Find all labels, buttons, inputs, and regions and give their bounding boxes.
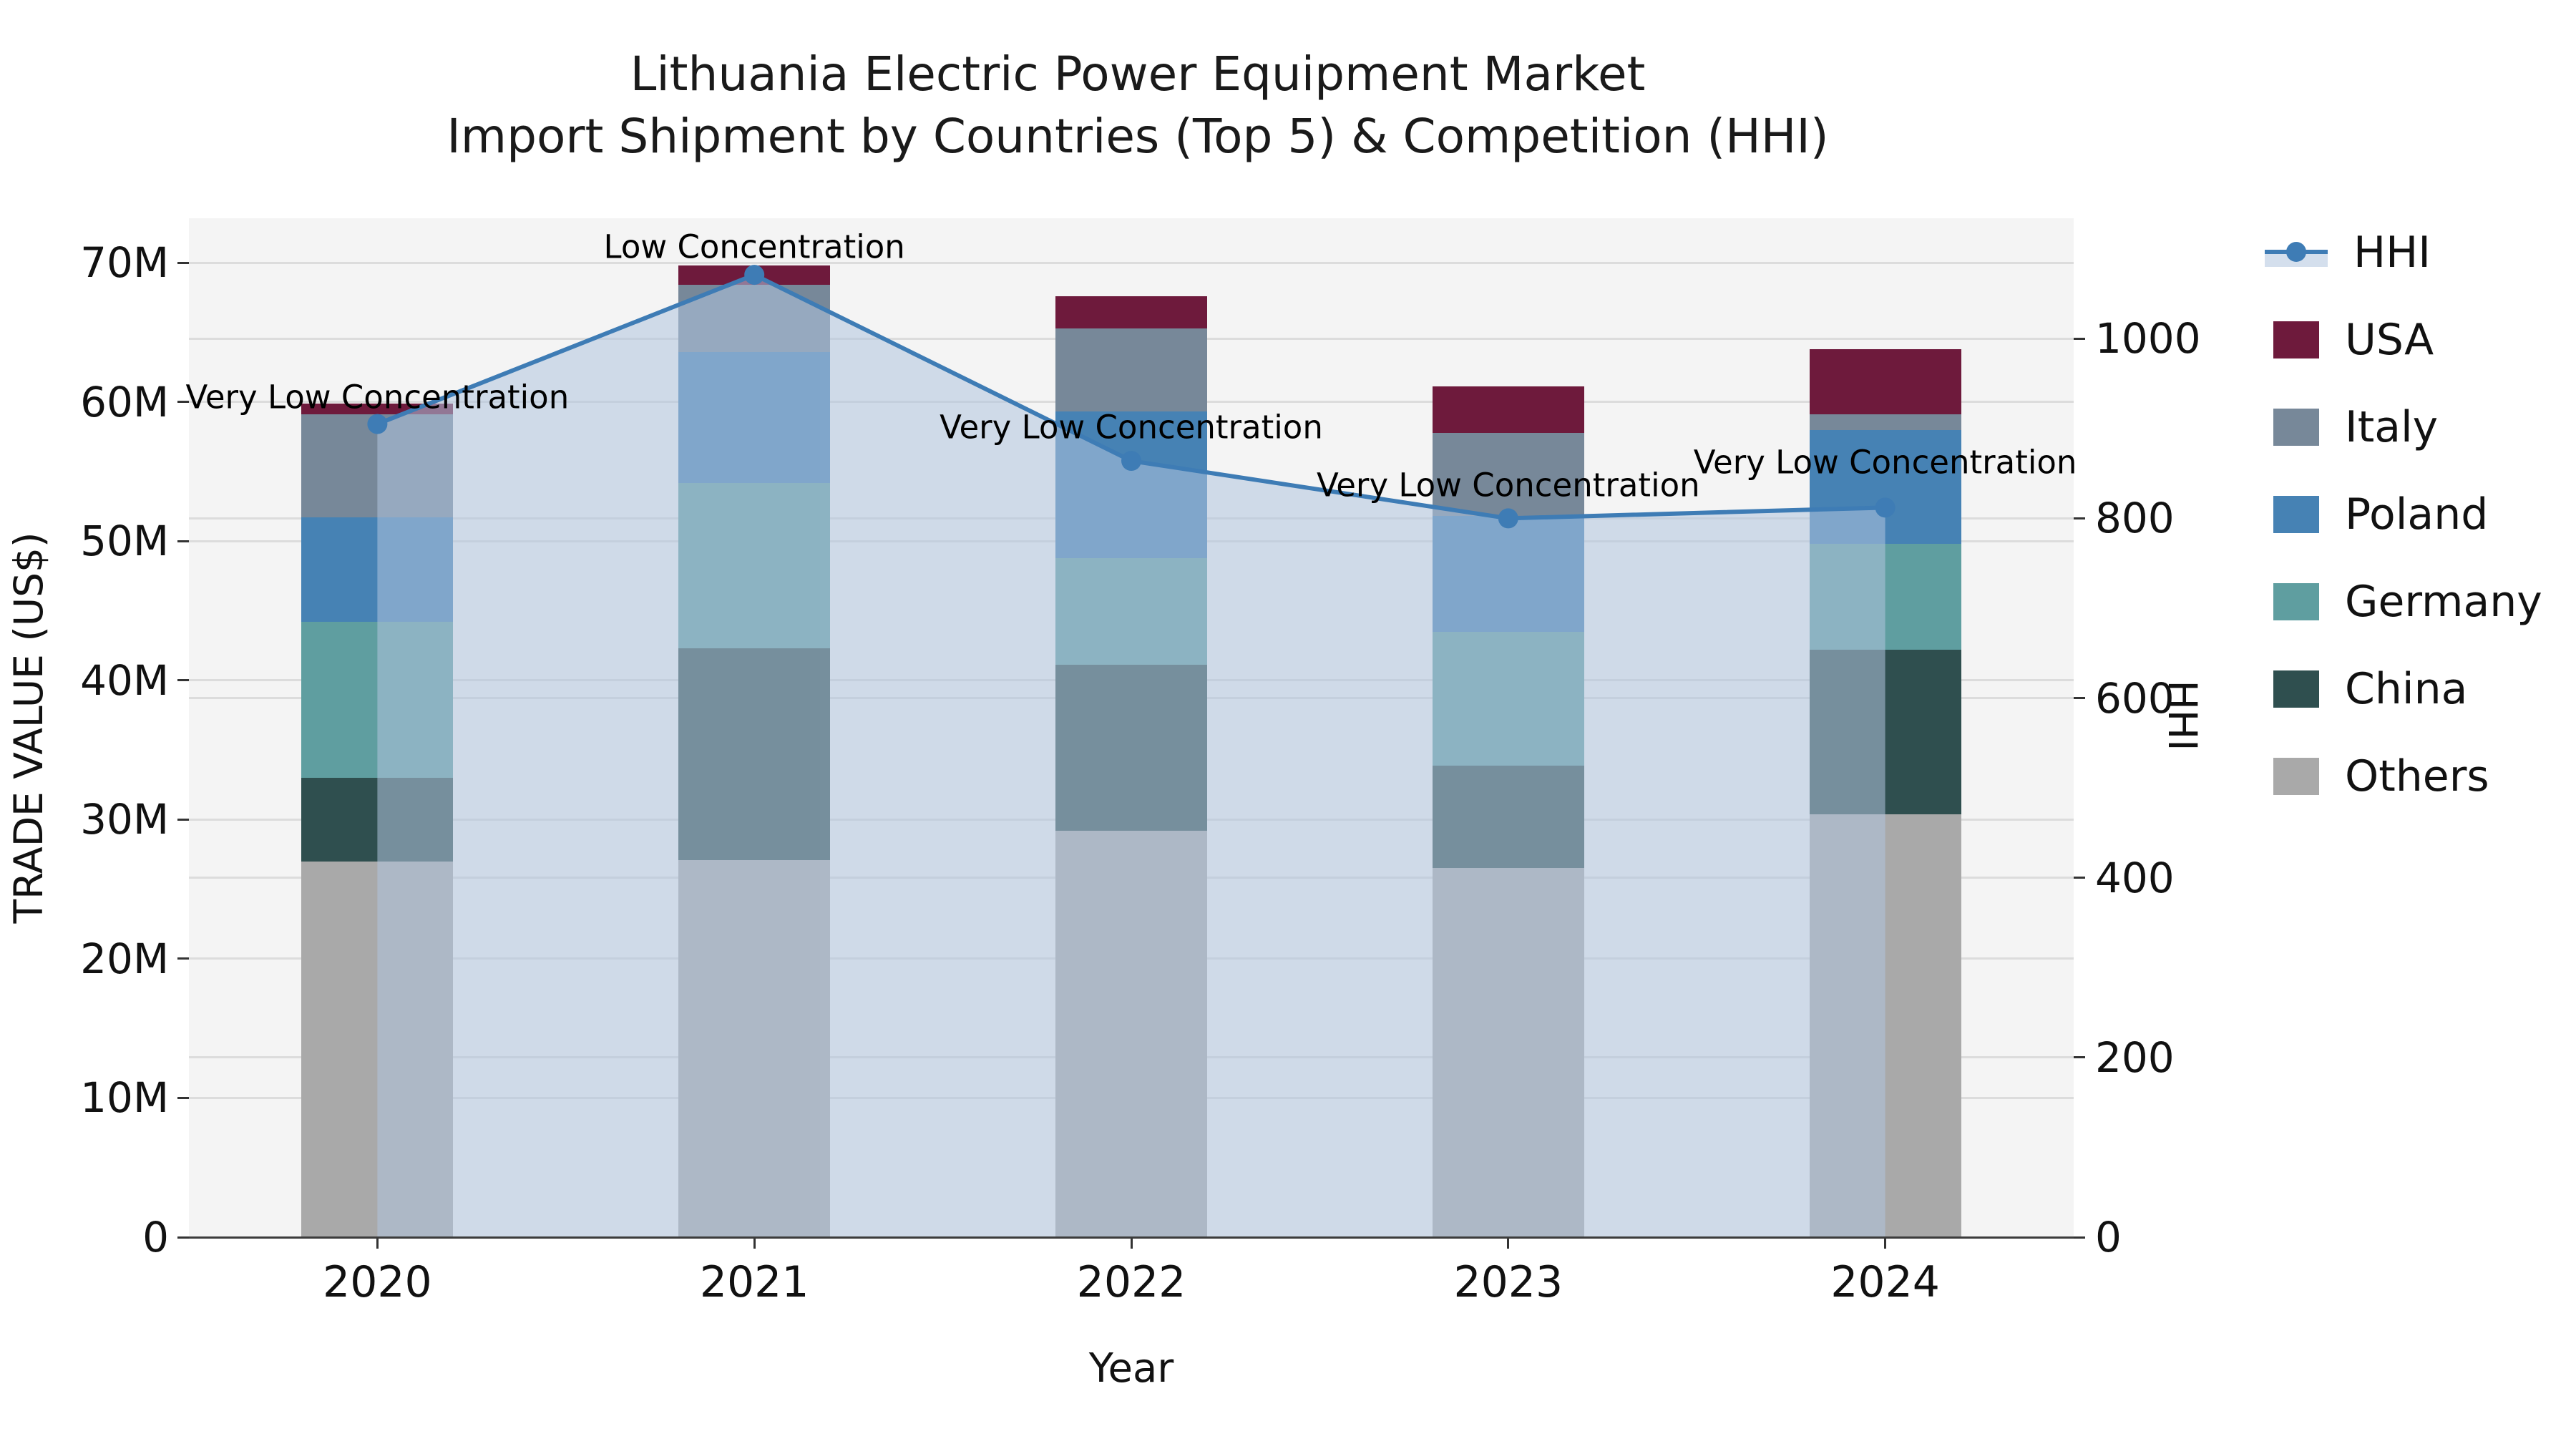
legend-item-Italy: Italy: [2265, 402, 2542, 452]
y-tick-label-right-0: 0: [2095, 1213, 2122, 1262]
legend-swatch-icon: [2273, 670, 2319, 708]
x-tick-label-2023: 2023: [1453, 1257, 1563, 1307]
y-tick-right-600: [2074, 697, 2085, 700]
hhi-marker-2023: [1498, 508, 1518, 529]
y-tick-label-left-10M: 10M: [80, 1073, 169, 1123]
legend-swatch-icon: [2273, 409, 2319, 446]
legend-item-Germany: Germany: [2265, 577, 2542, 627]
y-tick-label-right-600: 600: [2095, 673, 2175, 723]
y-axis-title-left: TRADE VALUE (US$): [6, 532, 52, 924]
y-tick-label-left-20M: 20M: [80, 934, 169, 983]
y-tick-left-10M: [177, 1096, 189, 1099]
hhi-line-layer: [367, 265, 1896, 1237]
x-tick-2020: [376, 1237, 379, 1249]
y-tick-left-50M: [177, 540, 189, 542]
annotation-2024: Very Low Concentration: [1693, 443, 2077, 482]
legend-label: Italy: [2345, 402, 2439, 452]
y-tick-label-right-1000: 1000: [2095, 314, 2201, 364]
y-tick-left-70M: [177, 261, 189, 264]
annotation-2020: Very Low Concentration: [185, 378, 570, 416]
legend-label: Poland: [2345, 489, 2489, 540]
hhi-area-fill: [377, 275, 1885, 1237]
annotation-2021: Low Concentration: [603, 228, 905, 266]
y-tick-label-right-400: 400: [2095, 853, 2175, 902]
legend-label: Germany: [2345, 577, 2542, 627]
chart-title: Lithuania Electric Power Equipment Marke…: [0, 43, 2275, 167]
x-tick-label-2024: 2024: [1830, 1257, 1940, 1307]
x-tick-label-2021: 2021: [699, 1257, 809, 1307]
bar-segment-2023-Italy: [1432, 432, 1584, 517]
bar-segment-2022-USA: [1055, 296, 1207, 328]
x-tick-label-2020: 2020: [323, 1257, 432, 1307]
y-tick-label-left-0: 0: [142, 1213, 169, 1262]
hhi-marker-2021: [744, 265, 765, 286]
legend-item-Others: Others: [2265, 751, 2542, 801]
y-tick-label-left-60M: 60M: [80, 377, 169, 426]
legend-swatch-icon: [2273, 758, 2319, 795]
legend-item-China: China: [2265, 664, 2542, 714]
y-tick-left-40M: [177, 679, 189, 682]
x-tick-label-2022: 2022: [1076, 1257, 1186, 1307]
legend-item-HHI: HHI: [2265, 228, 2542, 278]
y-tick-left-30M: [177, 818, 189, 821]
legend-swatch-icon: [2273, 496, 2319, 533]
hhi-marker-2022: [1121, 451, 1141, 472]
legend-label: HHI: [2353, 228, 2431, 278]
legend-swatch-icon: [2273, 583, 2319, 620]
y-tick-label-left-70M: 70M: [80, 238, 169, 288]
x-tick-2024: [1884, 1237, 1887, 1249]
y-tick-label-left-30M: 30M: [80, 795, 169, 844]
y-tick-right-0: [2074, 1236, 2085, 1239]
legend-label: Others: [2345, 751, 2489, 801]
legend-item-Poland: Poland: [2265, 489, 2542, 540]
y-tick-label-right-800: 800: [2095, 494, 2175, 543]
legend-label: USA: [2345, 315, 2434, 365]
bar-segment-2024-USA: [1809, 348, 1961, 415]
annotation-2023: Very Low Concentration: [1316, 466, 1700, 504]
legend-label: China: [2345, 664, 2468, 714]
y-tick-left-20M: [177, 957, 189, 960]
y-tick-right-800: [2074, 517, 2085, 519]
y-tick-left-0: [177, 1236, 189, 1239]
annotation-2022: Very Low Concentration: [940, 408, 1323, 447]
x-axis-title: Year: [1088, 1345, 1174, 1392]
bar-segment-2022-Italy: [1055, 328, 1207, 412]
legend-item-USA: USA: [2265, 315, 2542, 365]
grid-line-left-70M: [189, 261, 2074, 264]
x-tick-2022: [1130, 1237, 1133, 1249]
y-tick-left-60M: [177, 401, 189, 404]
y-tick-label-right-200: 200: [2095, 1033, 2175, 1082]
legend: HHI USA Italy Poland Germany China Others: [2265, 228, 2542, 801]
legend-swatch-icon: [2273, 321, 2319, 358]
y-tick-right-200: [2074, 1056, 2085, 1059]
hhi-line-swatch-icon: [2265, 237, 2328, 268]
hhi-marker-2020: [367, 414, 388, 434]
bar-segment-2024-Italy: [1809, 414, 1961, 430]
y-tick-right-400: [2074, 877, 2085, 879]
chart-title-line1: Lithuania Electric Power Equipment Marke…: [630, 47, 1646, 102]
x-axis-spine: [189, 1236, 2074, 1239]
bar-segment-2023-USA: [1432, 386, 1584, 433]
y-tick-right-1000: [2074, 337, 2085, 340]
hhi-marker-2024: [1875, 497, 1896, 518]
y-tick-label-left-50M: 50M: [80, 517, 169, 566]
x-tick-2023: [1507, 1237, 1510, 1249]
y-tick-label-left-40M: 40M: [80, 655, 169, 705]
x-tick-2021: [753, 1237, 756, 1249]
chart-title-line2: Import Shipment by Countries (Top 5) & C…: [447, 109, 1829, 165]
